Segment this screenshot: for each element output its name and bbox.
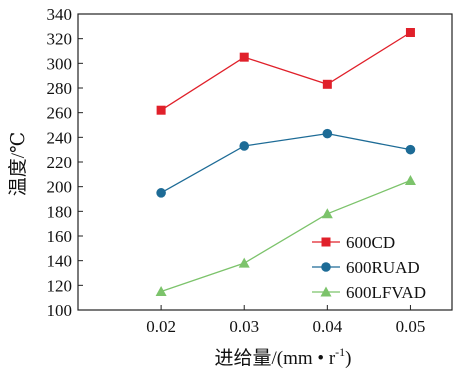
x-axis-title-main: 进给量/(mm • r [215, 347, 336, 369]
legend-marker [320, 286, 332, 297]
legend-label: 600CD [346, 233, 395, 252]
y-tick-label: 320 [47, 30, 73, 49]
y-tick-label: 260 [47, 104, 73, 123]
data-point [239, 52, 249, 62]
data-point [405, 28, 415, 37]
y-tick-label: 340 [47, 5, 73, 24]
legend-label: 600RUAD [346, 258, 420, 277]
data-point [156, 188, 166, 198]
x-axis: 0.02 0.03 0.04 0.05 [146, 305, 425, 336]
data-point [322, 128, 333, 139]
x-axis-title-superscript: -1 [335, 345, 345, 359]
y-tick-label: 240 [47, 128, 73, 147]
y-tick-label: 200 [47, 178, 73, 197]
legend: 600CD 600RUAD 600LFVAD [312, 233, 426, 302]
legend-marker [321, 237, 331, 247]
y-axis: 100 120 140 160 180 200 220 240 260 280 300 320 340 [47, 5, 83, 320]
x-tick-label: 0.02 [146, 317, 176, 336]
y-tick-label: 100 [47, 301, 73, 320]
legend-marker [321, 262, 331, 272]
data-point [156, 105, 166, 115]
x-tick-label: 0.03 [229, 317, 259, 336]
x-axis-title-tail: ) [345, 348, 351, 369]
x-tick-label: 0.05 [396, 317, 426, 336]
y-tick-label: 120 [47, 276, 73, 295]
data-point [321, 208, 333, 219]
y-axis-title: 温度/℃ [7, 132, 29, 197]
data-point [238, 257, 250, 268]
y-tick-label: 280 [47, 79, 73, 98]
y-tick-label: 180 [47, 202, 73, 221]
data-point [239, 141, 250, 151]
y-tick-label: 300 [47, 54, 73, 73]
y-tick-label: 160 [47, 227, 73, 246]
y-tick-label: 220 [47, 153, 73, 172]
data-point [322, 79, 332, 89]
series-line [160, 179, 411, 293]
x-axis-title: 进给量/(mm • r-1) [215, 345, 352, 369]
y-tick-label: 140 [47, 252, 73, 271]
series-line [160, 132, 411, 194]
data-point [404, 175, 416, 185]
legend-label: 600LFVAD [346, 283, 426, 302]
series-line [160, 31, 411, 111]
x-tick-label: 0.04 [312, 317, 342, 336]
series-layer [155, 28, 416, 296]
data-point [405, 144, 416, 155]
data-point [155, 286, 167, 296]
